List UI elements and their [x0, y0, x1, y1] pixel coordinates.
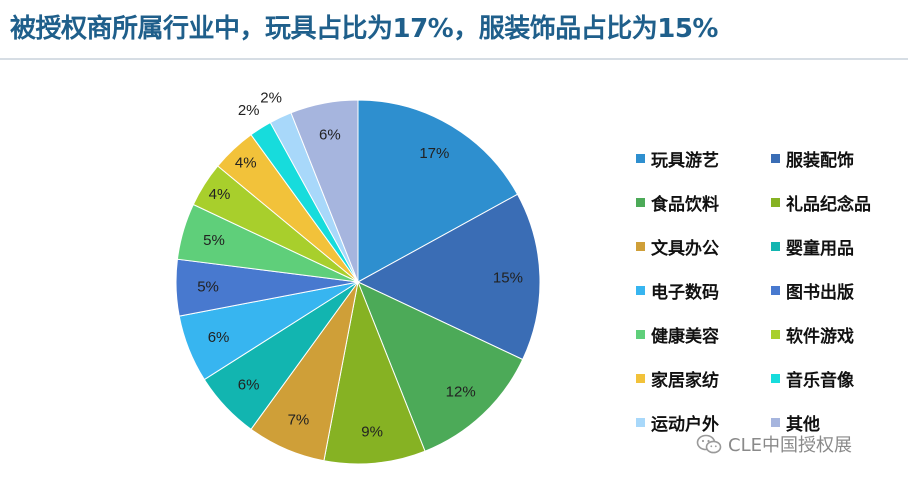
legend-swatch [771, 241, 780, 251]
legend-swatch [771, 329, 780, 339]
legend-item: 服装配饰 [771, 146, 906, 171]
legend-item: 健康美容 [636, 322, 771, 347]
legend-label: 软件游戏 [786, 326, 854, 347]
slice-label: 5% [203, 232, 225, 249]
legend-label: 婴童用品 [786, 238, 854, 259]
legend-label: 家居家纺 [651, 370, 719, 391]
legend-swatch [771, 417, 780, 427]
legend-item: 礼品纪念品 [771, 190, 906, 215]
legend-item: 文具办公 [636, 234, 771, 259]
slice-label: 12% [446, 383, 476, 400]
slice-label: 15% [493, 269, 523, 286]
legend-item: 食品饮料 [636, 190, 771, 215]
slice-label: 5% [197, 279, 219, 296]
legend-label: 食品饮料 [651, 194, 719, 215]
pie-slice [356, 193, 541, 361]
slice-label: 9% [361, 423, 383, 440]
legend-item: 其他 [771, 410, 906, 435]
legend-item: 运动户外 [636, 410, 771, 435]
slice-label: 17% [419, 145, 449, 162]
legend-swatch [771, 285, 780, 295]
legend-swatch [636, 153, 645, 163]
legend-label: 运动户外 [651, 414, 719, 435]
legend-swatch [636, 285, 645, 295]
legend-swatch [636, 241, 645, 251]
watermark-text: CLE中国授权展 [728, 435, 852, 456]
legend-swatch [636, 197, 645, 207]
legend-swatch [636, 329, 645, 339]
legend-label: 音乐音像 [786, 370, 854, 391]
legend-item: 家居家纺 [636, 366, 771, 391]
pie-slice [357, 99, 519, 283]
legend-label: 健康美容 [651, 326, 719, 347]
legend-swatch [636, 417, 645, 427]
slice-label: 6% [238, 377, 260, 394]
pie-slice [323, 280, 426, 465]
legend-label: 礼品纪念品 [786, 194, 871, 215]
legend-label: 文具办公 [651, 238, 719, 259]
legend-swatch [771, 373, 780, 383]
legend-item: 电子数码 [636, 278, 771, 303]
chart-legend: 玩具游艺 服装配饰食品饮料 礼品纪念品文具办公 婴童用品电子数码 图书出版健康美容 软件游… [636, 146, 906, 435]
wechat-icon [696, 434, 722, 454]
page-title: 被授权商所属行业中，玩具占比为17%，服装饰品占比为15% [10, 14, 718, 44]
pie-slice [290, 99, 359, 283]
legend-label: 其他 [786, 414, 820, 435]
pie-slice [357, 281, 524, 452]
slice-label: 7% [288, 412, 310, 429]
legend-label: 玩具游艺 [651, 150, 719, 171]
legend-item: 软件游戏 [771, 322, 906, 347]
legend-item: 音乐音像 [771, 366, 906, 391]
title-divider [0, 58, 908, 60]
legend-swatch [636, 373, 645, 383]
slice-label: 6% [319, 127, 341, 144]
legend-item: 婴童用品 [771, 234, 906, 259]
legend-label: 服装配饰 [786, 150, 854, 171]
legend-swatch [771, 197, 780, 207]
legend-item: 玩具游艺 [636, 146, 771, 171]
legend-swatch [771, 153, 780, 163]
legend-item: 图书出版 [771, 278, 906, 303]
watermark: CLE中国授权展 [696, 431, 852, 457]
legend-label: 电子数码 [651, 282, 719, 303]
legend-label: 图书出版 [786, 282, 854, 303]
slice-label: 2% [238, 102, 260, 119]
slice-label: 2% [260, 89, 282, 106]
slice-label: 4% [209, 186, 231, 203]
slice-label: 6% [208, 329, 230, 346]
slice-label: 4% [235, 154, 257, 171]
